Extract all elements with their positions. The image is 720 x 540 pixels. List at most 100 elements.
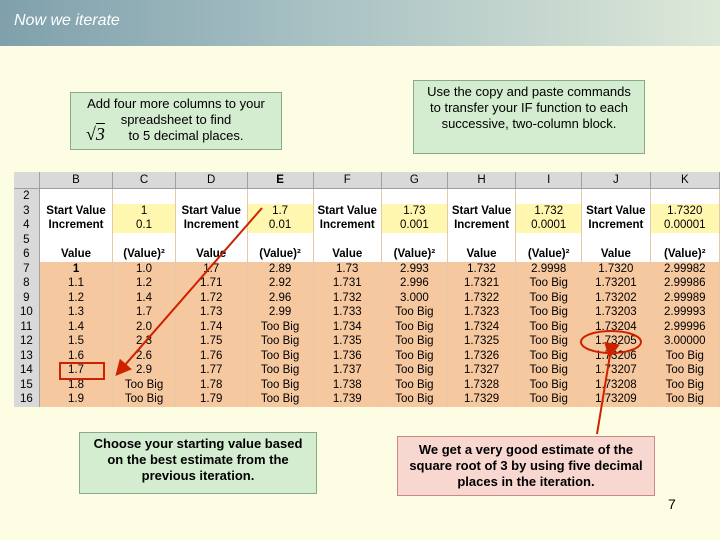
cell[interactable]: 1.2 — [39, 290, 114, 305]
column-header[interactable]: G — [381, 172, 448, 189]
cell[interactable]: 1.73201 — [581, 276, 651, 291]
cell[interactable]: 1.7325 — [447, 334, 517, 349]
row-number[interactable]: 15 — [14, 377, 40, 392]
cell[interactable]: Value — [39, 247, 114, 262]
cell[interactable]: 2.9998 — [515, 261, 583, 276]
cell[interactable]: 1.736 — [313, 348, 382, 363]
cell[interactable]: Start Value — [581, 203, 651, 218]
cell[interactable]: 1.7326 — [447, 348, 517, 363]
row-number[interactable]: 12 — [14, 334, 40, 349]
cell[interactable]: Too Big — [381, 305, 448, 320]
cell[interactable]: 1.7 — [39, 363, 114, 378]
cell[interactable]: 1.7 — [112, 305, 176, 320]
cell[interactable]: Too Big — [381, 348, 448, 363]
cell[interactable]: 1.737 — [313, 363, 382, 378]
cell[interactable]: 1.733 — [313, 305, 382, 320]
cell[interactable]: 1.7321 — [447, 276, 517, 291]
cell[interactable]: 1 — [39, 261, 114, 276]
cell[interactable]: (Value)² — [515, 247, 583, 262]
cell[interactable]: 3.00000 — [650, 334, 720, 349]
cell[interactable]: (Value)² — [381, 247, 448, 262]
cell[interactable]: 1.73 — [175, 305, 248, 320]
cell[interactable]: 0.00001 — [650, 218, 720, 233]
cell[interactable]: (Value)² — [247, 247, 314, 262]
cell[interactable]: 1.732 — [313, 290, 382, 305]
cell[interactable] — [175, 188, 248, 204]
cell[interactable]: 2.99989 — [650, 290, 720, 305]
cell[interactable]: Too Big — [650, 348, 720, 363]
row-number[interactable]: 16 — [14, 392, 40, 407]
cell[interactable]: Value — [313, 247, 382, 262]
cell[interactable]: 1 — [112, 203, 176, 218]
cell[interactable] — [515, 188, 583, 204]
cell[interactable] — [39, 188, 114, 204]
cell[interactable]: 1.7320 — [650, 203, 720, 218]
cell[interactable]: 1.0 — [112, 261, 176, 276]
cell[interactable]: 2.92 — [247, 276, 314, 291]
row-number[interactable]: 8 — [14, 276, 40, 291]
cell[interactable]: 1.7323 — [447, 305, 517, 320]
cell[interactable]: 2.99986 — [650, 276, 720, 291]
cell[interactable]: 2.996 — [381, 276, 448, 291]
cell[interactable]: Too Big — [247, 392, 314, 407]
cell[interactable]: Increment — [581, 218, 651, 233]
column-header[interactable]: H — [447, 172, 517, 189]
cell[interactable]: 1.79 — [175, 392, 248, 407]
cell[interactable]: 1.76 — [175, 348, 248, 363]
cell[interactable]: Start Value — [447, 203, 517, 218]
cell[interactable]: Value — [581, 247, 651, 262]
cell[interactable]: 1.7320 — [581, 261, 651, 276]
cell[interactable]: 1.77 — [175, 363, 248, 378]
row-number[interactable]: 6 — [14, 247, 40, 262]
cell[interactable]: 1.7328 — [447, 377, 517, 392]
row-number[interactable]: 10 — [14, 305, 40, 320]
cell[interactable]: Start Value — [175, 203, 248, 218]
cell[interactable]: 1.73202 — [581, 290, 651, 305]
cell[interactable]: Too Big — [381, 334, 448, 349]
cell[interactable] — [447, 188, 517, 204]
cell[interactable]: 2.99 — [247, 305, 314, 320]
cell[interactable]: Increment — [447, 218, 517, 233]
cell[interactable] — [581, 232, 651, 247]
column-header[interactable]: D — [175, 172, 248, 189]
column-header[interactable]: E — [247, 172, 314, 189]
cell[interactable]: 1.7 — [247, 203, 314, 218]
cell[interactable] — [247, 232, 314, 247]
cell[interactable]: Too Big — [247, 377, 314, 392]
cell[interactable]: Too Big — [247, 334, 314, 349]
cell[interactable]: 2.99996 — [650, 319, 720, 334]
column-header[interactable]: K — [650, 172, 720, 189]
column-header[interactable] — [14, 172, 40, 189]
cell[interactable]: 1.3 — [39, 305, 114, 320]
cell[interactable]: 1.732 — [515, 203, 583, 218]
cell[interactable]: 1.7329 — [447, 392, 517, 407]
cell[interactable] — [112, 232, 176, 247]
cell[interactable]: Too Big — [381, 392, 448, 407]
column-header[interactable]: B — [39, 172, 114, 189]
cell[interactable]: 2.99993 — [650, 305, 720, 320]
cell[interactable]: 2.96 — [247, 290, 314, 305]
cell[interactable]: 1.738 — [313, 377, 382, 392]
cell[interactable]: Too Big — [515, 348, 583, 363]
row-number[interactable]: 13 — [14, 348, 40, 363]
row-number[interactable]: 9 — [14, 290, 40, 305]
cell[interactable]: 1.2 — [112, 276, 176, 291]
cell[interactable]: Too Big — [381, 363, 448, 378]
cell[interactable]: 1.7327 — [447, 363, 517, 378]
row-number[interactable]: 3 — [14, 203, 40, 218]
row-number[interactable]: 14 — [14, 363, 40, 378]
cell[interactable]: 1.7 — [175, 261, 248, 276]
cell[interactable]: 2.99982 — [650, 261, 720, 276]
cell[interactable]: 1.4 — [112, 290, 176, 305]
cell[interactable]: Too Big — [247, 319, 314, 334]
cell[interactable]: Too Big — [247, 363, 314, 378]
column-header[interactable]: F — [313, 172, 382, 189]
cell[interactable]: 1.7324 — [447, 319, 517, 334]
cell[interactable]: 1.78 — [175, 377, 248, 392]
cell[interactable]: 1.731 — [313, 276, 382, 291]
cell[interactable] — [39, 232, 114, 247]
cell[interactable]: 1.5 — [39, 334, 114, 349]
cell[interactable]: (Value)² — [112, 247, 176, 262]
row-number[interactable]: 11 — [14, 319, 40, 334]
cell[interactable]: Increment — [39, 218, 114, 233]
